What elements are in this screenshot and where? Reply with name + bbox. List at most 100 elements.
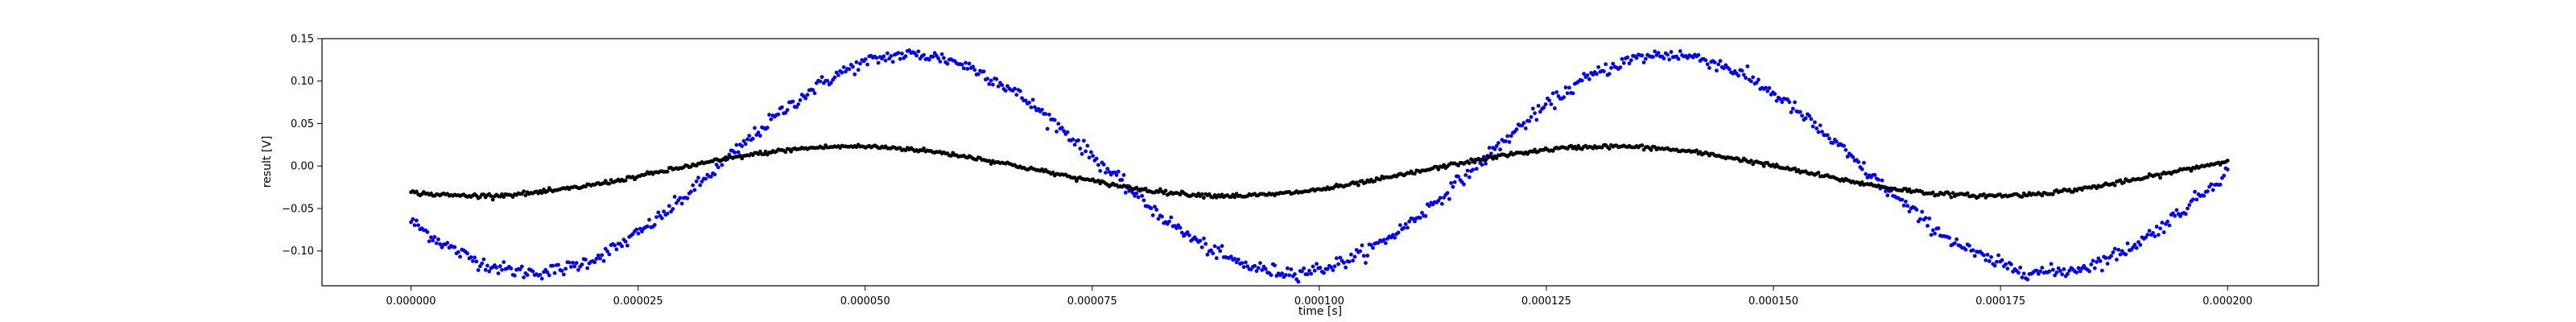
data-point	[1984, 258, 1988, 262]
data-points	[409, 48, 2230, 284]
data-point	[2211, 188, 2215, 192]
data-point	[1951, 191, 1955, 196]
data-point	[743, 142, 748, 147]
data-point	[1178, 192, 1183, 197]
data-point	[1143, 186, 1148, 191]
data-point	[1003, 89, 1008, 93]
data-point	[1040, 107, 1044, 112]
data-point	[2183, 212, 2188, 217]
data-point	[1076, 138, 1080, 142]
data-point	[1507, 139, 1512, 144]
data-point	[547, 273, 551, 278]
data-point	[1134, 191, 1139, 196]
data-point	[1669, 50, 1674, 54]
data-point	[1488, 151, 1493, 156]
data-point	[647, 217, 651, 222]
data-point	[545, 270, 550, 275]
data-point	[502, 195, 506, 200]
data-point	[662, 209, 666, 214]
data-point	[716, 165, 720, 170]
data-point	[1232, 257, 1237, 261]
data-point	[1047, 112, 1051, 117]
data-point	[1884, 189, 1888, 194]
data-point	[1120, 178, 1125, 182]
data-point	[539, 276, 544, 281]
data-point	[762, 152, 766, 157]
data-point	[1929, 233, 1934, 237]
data-point	[1494, 144, 1499, 148]
data-point	[712, 172, 717, 177]
data-point	[1116, 169, 1121, 174]
data-point	[2118, 178, 2123, 183]
data-point	[1607, 147, 1612, 151]
data-point	[438, 242, 443, 246]
data-point	[656, 210, 661, 215]
data-point	[1810, 124, 1815, 129]
data-point	[1245, 264, 1250, 269]
data-point	[1356, 183, 1360, 188]
data-point	[2058, 269, 2062, 273]
data-point	[2144, 235, 2148, 240]
data-point	[1449, 180, 1454, 185]
data-point	[733, 151, 737, 155]
data-point	[1285, 266, 1290, 270]
data-point	[473, 255, 477, 260]
data-point	[1209, 248, 1213, 253]
data-point	[1072, 175, 1077, 180]
data-point	[1078, 147, 1083, 151]
data-point	[1498, 147, 1503, 152]
data-point	[1936, 226, 1941, 230]
data-point	[2000, 258, 2004, 262]
data-point	[1765, 89, 1770, 93]
data-point	[1463, 173, 1468, 177]
data-point	[1280, 271, 1284, 276]
data-point	[429, 235, 433, 240]
data-point	[414, 189, 419, 194]
data-point	[1751, 75, 1756, 80]
data-point	[478, 264, 482, 269]
data-point	[922, 146, 926, 151]
data-point	[1214, 256, 1219, 261]
data-point	[1987, 259, 1992, 263]
data-point	[1985, 253, 1990, 257]
data-point	[720, 163, 724, 167]
data-point	[1816, 130, 1821, 134]
data-point	[1052, 118, 1057, 122]
data-point	[1903, 200, 1908, 204]
data-point	[819, 75, 824, 80]
data-point	[1373, 179, 1377, 184]
data-point	[832, 75, 837, 80]
data-point	[416, 223, 421, 228]
data-point	[1996, 253, 2000, 258]
data-point	[634, 227, 639, 232]
data-point	[572, 264, 577, 269]
data-point	[1121, 173, 1126, 177]
data-point	[1283, 273, 1288, 277]
data-point	[1773, 92, 1777, 97]
data-point	[2156, 233, 2161, 237]
data-point	[2218, 182, 2223, 187]
data-point	[1205, 252, 1210, 257]
data-point	[1627, 61, 1632, 66]
data-point	[1269, 273, 1274, 278]
data-point	[1338, 255, 1343, 260]
data-point	[574, 261, 579, 266]
data-point	[863, 57, 868, 61]
data-point	[2145, 175, 2150, 180]
x-tick-label: 0.000000	[386, 295, 436, 308]
data-point	[785, 108, 790, 113]
data-point	[738, 153, 742, 158]
data-point	[1949, 195, 1954, 200]
data-point	[1051, 170, 1055, 175]
data-point	[2112, 246, 2117, 251]
data-point	[1167, 219, 1171, 224]
data-point	[2111, 250, 2116, 254]
data-point	[1604, 62, 1608, 67]
data-point	[994, 76, 999, 81]
data-point	[494, 265, 499, 270]
data-point	[1923, 216, 1928, 221]
data-point	[584, 258, 588, 262]
data-point	[2021, 271, 2026, 276]
data-point	[1185, 230, 1190, 234]
data-point	[1451, 184, 1455, 189]
